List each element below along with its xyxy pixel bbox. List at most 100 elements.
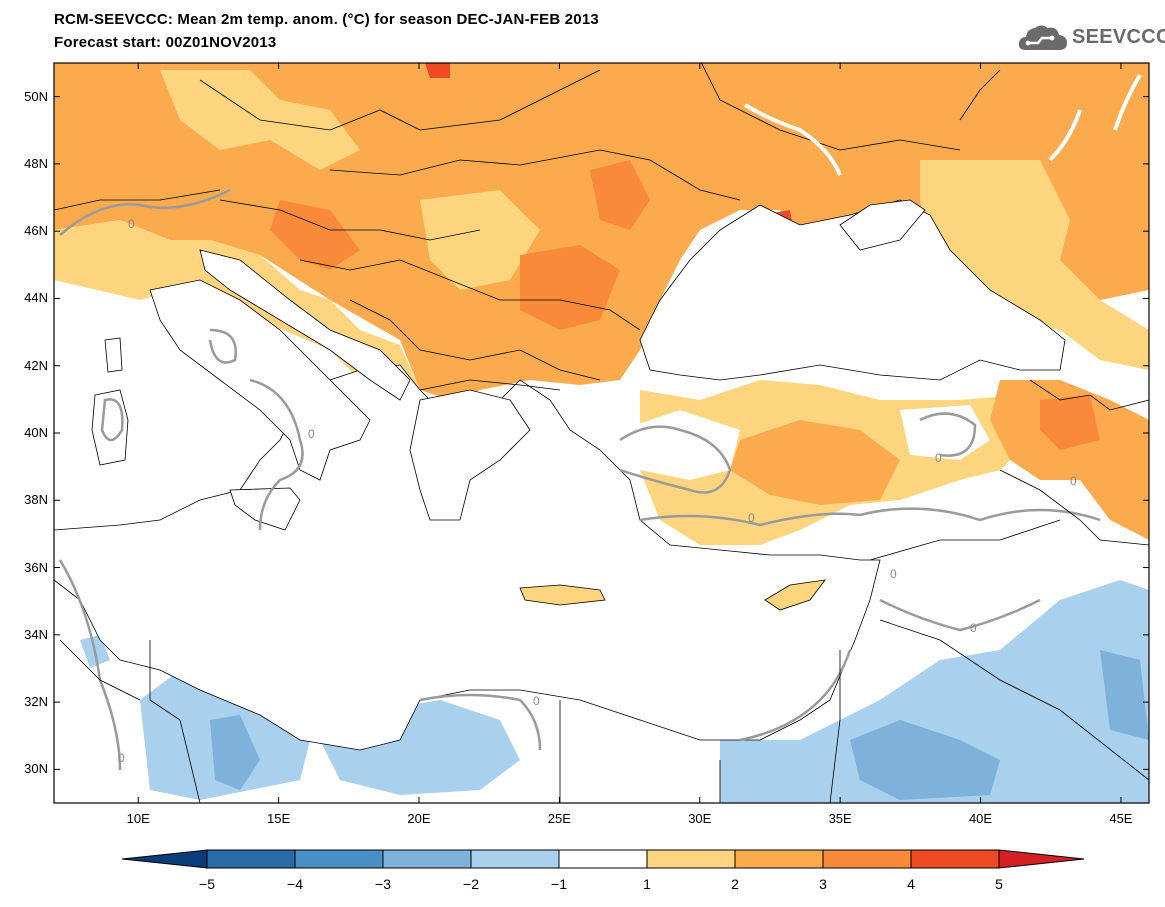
- contour-label: 0: [533, 694, 540, 708]
- lon-tick-label: 45E: [1109, 811, 1133, 826]
- anomaly-3-4-ukraine: [590, 160, 650, 230]
- contour-label: 0: [1070, 474, 1077, 488]
- anomaly-3-4-armenia: [1040, 395, 1100, 450]
- contour-label: 0: [748, 511, 755, 525]
- contour-zero-libya: [419, 693, 542, 751]
- border-line: [999, 469, 1149, 546]
- italy: [149, 279, 371, 481]
- anomaly-4-5-north: [425, 63, 450, 78]
- colorbar-level-label: −2: [463, 876, 479, 892]
- lon-tick-label: 30E: [688, 811, 712, 826]
- lat-tick-label: 48N: [24, 155, 48, 171]
- contour-zero-turkey: [619, 425, 732, 494]
- border-line: [149, 640, 201, 803]
- contour-zero-south-turkey: [639, 507, 1101, 527]
- contour-label: 0: [935, 451, 942, 465]
- lat-tick-label: 46N: [24, 223, 48, 239]
- colorbar-level-label: 5: [995, 876, 1003, 892]
- colorbar-level-label: −1: [551, 876, 567, 892]
- colorbar-level-label: −3: [375, 876, 391, 892]
- colorbar-level-label: 3: [819, 876, 827, 892]
- black-sea: [639, 199, 1066, 381]
- border-line: [219, 199, 481, 241]
- anomaly-1-2-east: [920, 160, 1149, 370]
- contour-zero-alps: [59, 188, 231, 236]
- border-line: [54, 189, 221, 211]
- adriatic-sea: [199, 249, 411, 401]
- crete: [519, 584, 606, 606]
- sea-of-azov: [839, 199, 926, 251]
- seevccc-logo: SEEVCCC: [1016, 22, 1165, 56]
- lat-tick-label: 34N: [24, 626, 48, 642]
- lat-tick-label: 50N: [24, 88, 48, 104]
- border-line: [869, 519, 1061, 561]
- lon-tick-label: 35E: [828, 811, 852, 826]
- border-line: [419, 379, 561, 391]
- contour-zero-turkey-east: [919, 412, 977, 457]
- corsica: [104, 337, 123, 373]
- border-line: [199, 69, 601, 131]
- anomaly-minus-1-2-levant: [720, 580, 1149, 803]
- lon-tick-label: 40E: [968, 811, 993, 826]
- greece: [409, 389, 531, 521]
- colorbar-swatch: [646, 849, 736, 869]
- anomaly-minus-2-3-levant: [850, 720, 1000, 800]
- contour-label: 0: [970, 621, 977, 635]
- lat-tick-label: 42N: [24, 357, 48, 373]
- colorbar-level-label: −5: [199, 876, 215, 892]
- border-line: [701, 63, 961, 151]
- anomaly-2-3-caucasus: [990, 380, 1149, 540]
- cloud-icon: [1018, 25, 1067, 50]
- colorbar-max-triangle: [998, 849, 1085, 869]
- anomaly-minus-2-3-africa: [210, 715, 260, 790]
- sicily: [229, 487, 301, 531]
- river: [1048, 109, 1082, 162]
- border-line: [959, 69, 1001, 121]
- contour-zero-levant: [879, 598, 1041, 632]
- contour-zero-italy: [208, 328, 237, 364]
- logo-text: SEEVCCC: [1072, 26, 1165, 48]
- border-line: [1029, 379, 1149, 411]
- lon-tick-label: 20E: [407, 811, 431, 826]
- lon-tick-label: 25E: [547, 811, 571, 826]
- colorbar-level-label: 4: [907, 876, 915, 892]
- anomaly-3-4-romania: [520, 245, 620, 330]
- colorbar-swatch: [294, 849, 384, 869]
- lon-tick-label: 10E: [126, 811, 150, 826]
- contour-zero-sardinia: [100, 398, 124, 442]
- contour-label: 0: [308, 427, 315, 441]
- border-line: [299, 259, 641, 331]
- anomaly-minus-2-3-east: [1100, 650, 1149, 740]
- lat-tick-label: 32N: [24, 694, 48, 710]
- colorbar: [121, 849, 1085, 869]
- border-line: [879, 619, 1149, 781]
- border-line: [329, 149, 741, 201]
- colorbar-level-label: −4: [287, 876, 303, 892]
- map-title: RCM-SEEVCCC: Mean 2m temp. anom. (°C) fo…: [54, 11, 599, 28]
- colorbar-swatch: [382, 849, 472, 869]
- colorbar-level-label: 1: [643, 876, 651, 892]
- forecast-start-label: Forecast start: 00Z01NOV2013: [54, 34, 277, 51]
- rivers: [743, 73, 1142, 176]
- colorbar-swatch: [910, 849, 1000, 869]
- sardinia: [91, 389, 129, 466]
- colorbar-swatch: [734, 849, 824, 869]
- lon-tick-label: 15E: [267, 811, 291, 826]
- contour-label: 0: [118, 751, 125, 765]
- contour-zero-south-italy: [249, 378, 304, 531]
- colorbar-swatch: [558, 849, 648, 869]
- contour-label: 0: [890, 567, 897, 581]
- anomaly-3-4-croatia: [270, 200, 360, 270]
- lat-tick-label: 36N: [24, 559, 48, 575]
- border-line: [59, 639, 141, 701]
- zero-contours: [58, 188, 1101, 771]
- anomaly-2-3-anatolia: [730, 420, 900, 505]
- colorbar-swatch: [822, 849, 912, 869]
- shaded-fields: [54, 63, 1149, 803]
- colorbar-level-label: 2: [731, 876, 739, 892]
- colorbar-swatch: [470, 849, 560, 869]
- lat-tick-label: 44N: [24, 290, 48, 306]
- river: [1113, 73, 1142, 131]
- anomaly-1-2-carpathia: [420, 190, 540, 290]
